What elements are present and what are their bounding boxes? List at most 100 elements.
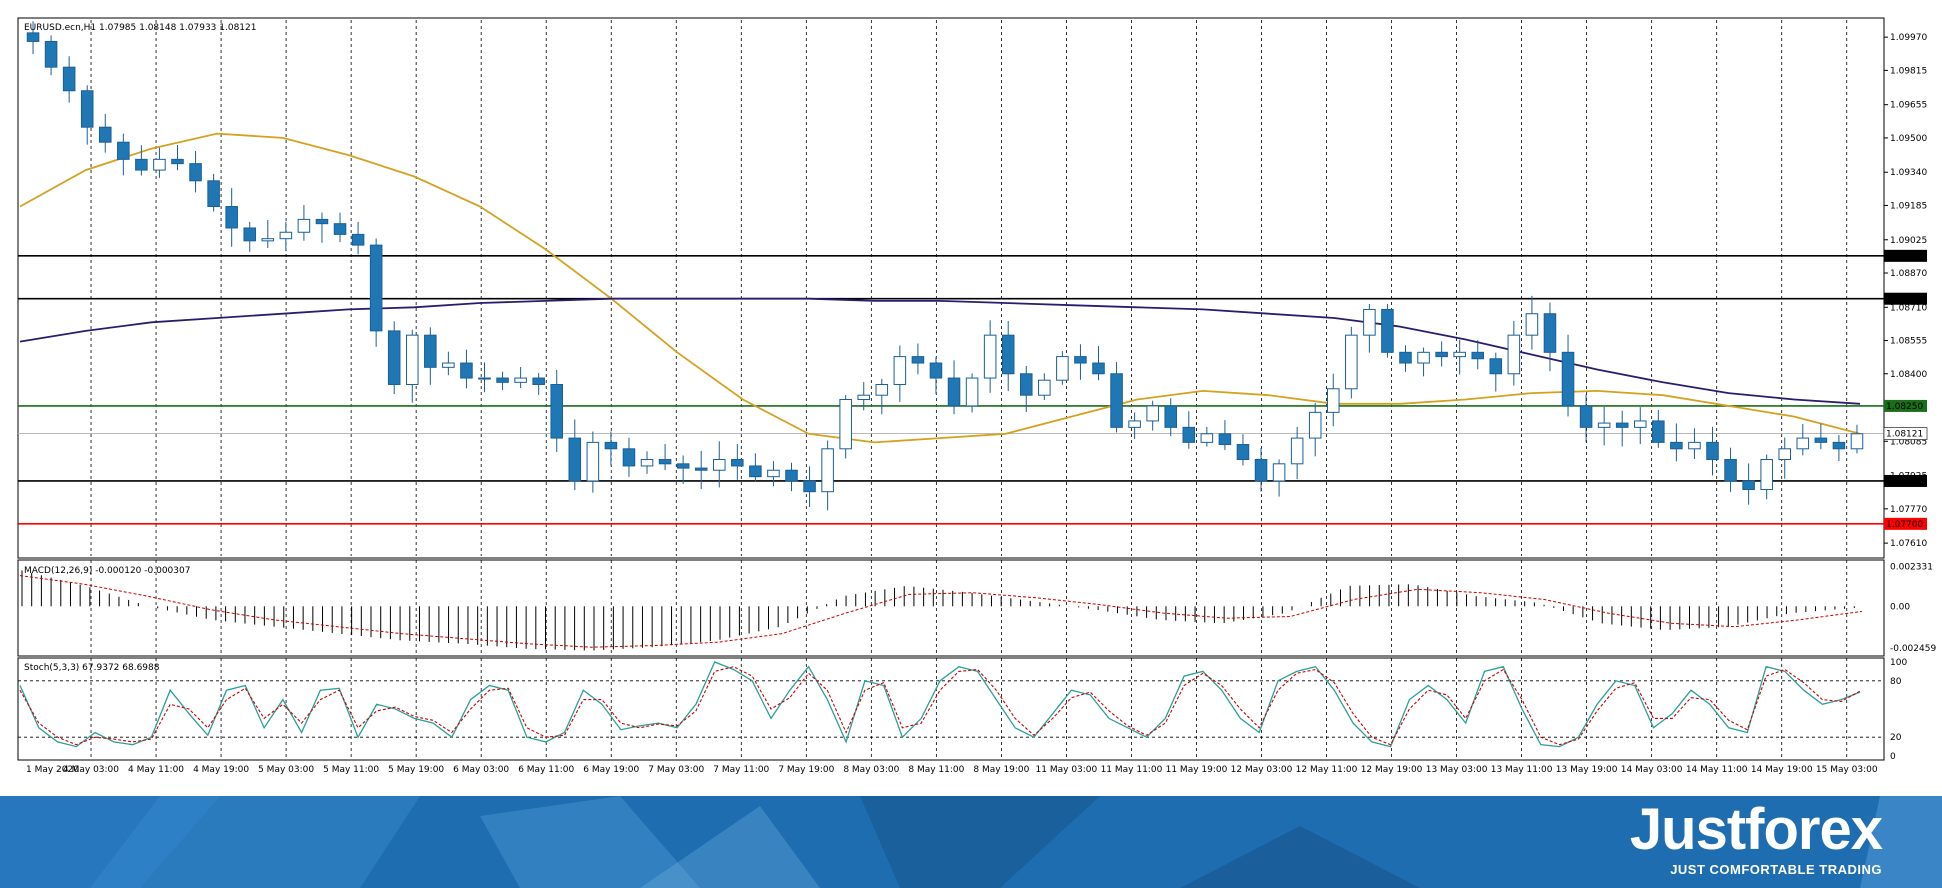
x-tick-label: 6 May 11:00	[518, 765, 574, 775]
macd-panel[interactable]	[17, 559, 1885, 657]
candle-body	[929, 362, 943, 379]
level-label: 1.08950	[1886, 252, 1923, 262]
candle-body	[189, 163, 202, 182]
candle-body	[767, 469, 780, 478]
candle-body	[1778, 448, 1792, 461]
x-tick-label: 7 May 11:00	[713, 765, 769, 775]
candle-body	[965, 377, 979, 407]
candle-body	[1453, 351, 1466, 358]
candle-body	[1688, 441, 1701, 450]
stoch-tick-label: 0	[1890, 752, 1896, 762]
brand-name: Justforex	[1629, 797, 1883, 862]
candle-body	[1760, 459, 1773, 491]
candle-body	[225, 206, 238, 229]
candle-body	[911, 356, 925, 364]
candle-body	[1254, 459, 1268, 482]
candle-body	[640, 459, 654, 467]
current-price-badge	[1883, 427, 1928, 440]
candle-body	[387, 330, 401, 385]
candle-body	[1146, 405, 1159, 422]
current-price-label: 1.08121	[1886, 430, 1923, 440]
candle-body	[1001, 334, 1015, 375]
stoch-tick-label: 20	[1890, 733, 1902, 743]
candle-body	[694, 467, 708, 471]
candle-body	[1110, 373, 1123, 428]
x-tick-label: 8 May 03:00	[843, 765, 899, 775]
candle-body	[875, 383, 889, 396]
candle-body	[1381, 308, 1394, 353]
candle-body	[1164, 405, 1178, 428]
x-tick-label: 7 May 19:00	[778, 765, 834, 775]
candle-body	[749, 465, 762, 478]
candle-body	[243, 227, 257, 242]
level-badge	[1884, 399, 1927, 412]
stoch-signal-line	[19, 666, 1861, 746]
candle-body	[1038, 379, 1051, 396]
stoch-main-line	[19, 661, 1861, 748]
macd-indicator: 0.002331 0.00 -0.002459	[19, 563, 1936, 654]
x-tick-label: 11 May 11:00	[1101, 765, 1163, 775]
price-axis: 1.09970 1.09815 1.09655 1.09500 1.09340 1.091…	[1883, 33, 1928, 549]
stoch-tick-label: 100	[1890, 658, 1907, 668]
candle-body	[98, 126, 112, 143]
macd-tick-label: 0.00	[1890, 602, 1910, 612]
x-tick-label: 13 May 19:00	[1556, 765, 1618, 775]
x-tick-label: 13 May 11:00	[1491, 765, 1553, 775]
price-tick-label: 1.08085	[1890, 437, 1927, 447]
x-tick-label: 5 May 11:00	[323, 765, 379, 775]
x-tick-label: 13 May 03:00	[1426, 765, 1488, 775]
candle-body	[1200, 433, 1214, 443]
price-tick-label: 1.07770	[1890, 505, 1927, 515]
candle-body	[424, 334, 437, 368]
candle-body	[803, 480, 816, 493]
brand-tagline: JUST COMFORTABLE TRADING	[1670, 862, 1882, 877]
price-tick-label: 1.08555	[1890, 337, 1927, 347]
candle-body	[369, 244, 383, 332]
price-tick-label: 1.09500	[1890, 134, 1927, 144]
candle-body	[1417, 351, 1430, 364]
level-label: 1.07900	[1886, 477, 1923, 487]
candle-body	[171, 158, 184, 165]
candle-body	[568, 437, 582, 482]
candle-body	[333, 223, 347, 235]
candle-body	[1814, 437, 1828, 443]
stoch-panel[interactable]	[17, 657, 1885, 761]
candle-body	[983, 334, 997, 379]
macd-label: MACD(12,26,9) -0.000120 -0.000307	[24, 566, 190, 576]
candle-body	[1706, 441, 1719, 461]
x-tick-label: 15 May 03:00	[1816, 765, 1878, 775]
candle-body	[26, 32, 40, 42]
candle-body	[442, 362, 455, 368]
macd-tick-label: -0.002459	[1890, 644, 1936, 654]
chart-area[interactable]: 1.09970 1.09815 1.09655 1.09500 1.09340 1.091…	[0, 0, 1942, 796]
price-tick-label: 1.08870	[1890, 269, 1927, 279]
candle-body	[279, 231, 293, 240]
candle-body	[1561, 351, 1575, 407]
level-badge	[1884, 517, 1927, 530]
stoch-indicator: 100 80 20 0	[18, 658, 1907, 762]
candle-body	[1850, 433, 1864, 450]
price-tick-label: 1.07610	[1890, 539, 1927, 549]
x-tick-label: 5 May 19:00	[388, 765, 444, 775]
price-tick-label: 1.08710	[1890, 303, 1927, 313]
candle-body	[1489, 358, 1503, 375]
macd-tick-label: 0.002331	[1890, 563, 1933, 573]
candle-body	[857, 394, 871, 400]
candle-body	[1128, 420, 1141, 428]
candle-body	[1615, 422, 1629, 428]
price-tick-label: 1.09970	[1890, 33, 1927, 43]
candle-body	[1363, 308, 1376, 336]
price-panel[interactable]	[17, 17, 1885, 559]
candle-body	[297, 218, 311, 233]
candle-body	[1579, 405, 1593, 428]
candle-body	[731, 459, 744, 467]
candle-body	[1326, 388, 1340, 413]
x-tick-label: 12 May 11:00	[1296, 765, 1358, 775]
price-tick-label: 1.09185	[1890, 201, 1927, 211]
candle-body	[1399, 351, 1412, 364]
candle-body	[712, 459, 726, 471]
candle-body	[550, 383, 564, 439]
candle-body	[80, 90, 94, 128]
x-tick-label: 8 May 19:00	[973, 765, 1029, 775]
